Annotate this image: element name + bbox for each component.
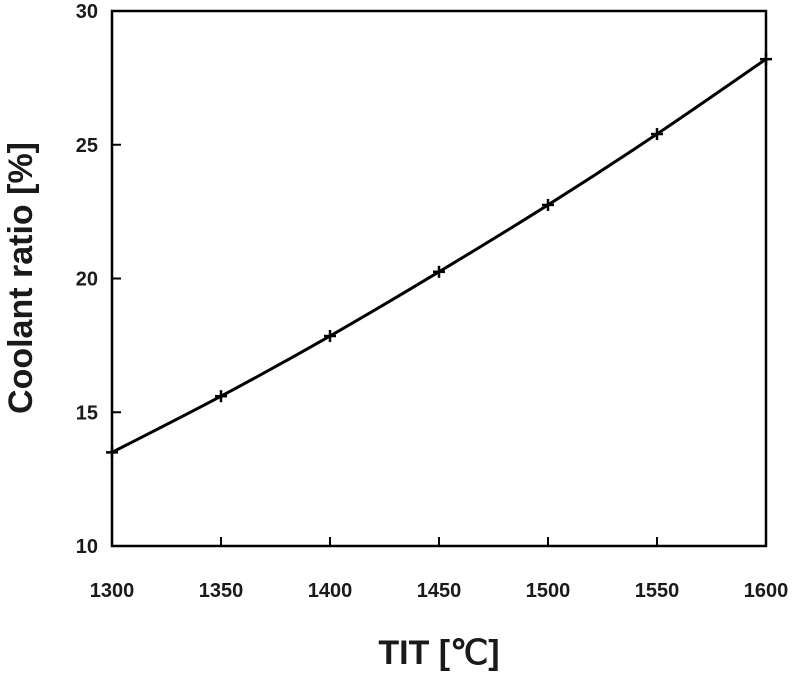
y-tick-label: 15 <box>76 402 98 424</box>
data-point-marker <box>324 330 336 343</box>
x-tick-label: 1550 <box>635 580 680 602</box>
data-point-marker <box>215 390 227 403</box>
x-tick-label: 1500 <box>526 580 571 602</box>
data-point-marker <box>651 128 663 141</box>
data-point-marker <box>106 446 118 459</box>
x-tick-label: 1600 <box>744 580 789 602</box>
y-tick-label: 25 <box>76 135 98 157</box>
series-markers <box>106 53 772 459</box>
data-point-marker <box>760 53 772 66</box>
y-tick-label: 10 <box>76 536 98 558</box>
x-axis-title: TIT [℃] <box>378 634 499 672</box>
series-line <box>111 57 767 454</box>
x-axis-ticks: 1300 1350 1400 1450 1500 1550 1600 <box>90 537 789 602</box>
x-tick-label: 1400 <box>308 580 353 602</box>
y-axis-ticks: 10 15 20 25 30 <box>76 1 121 558</box>
y-tick-label: 20 <box>76 269 98 291</box>
x-tick-label: 1300 <box>90 580 135 602</box>
y-axis-title: Coolant ratio [%] <box>2 142 40 414</box>
data-point-marker <box>433 265 445 278</box>
x-tick-label: 1350 <box>199 580 244 602</box>
data-point-marker <box>542 198 554 211</box>
x-tick-label: 1450 <box>417 580 462 602</box>
y-tick-label: 30 <box>76 1 98 23</box>
plot-frame <box>110 9 768 548</box>
